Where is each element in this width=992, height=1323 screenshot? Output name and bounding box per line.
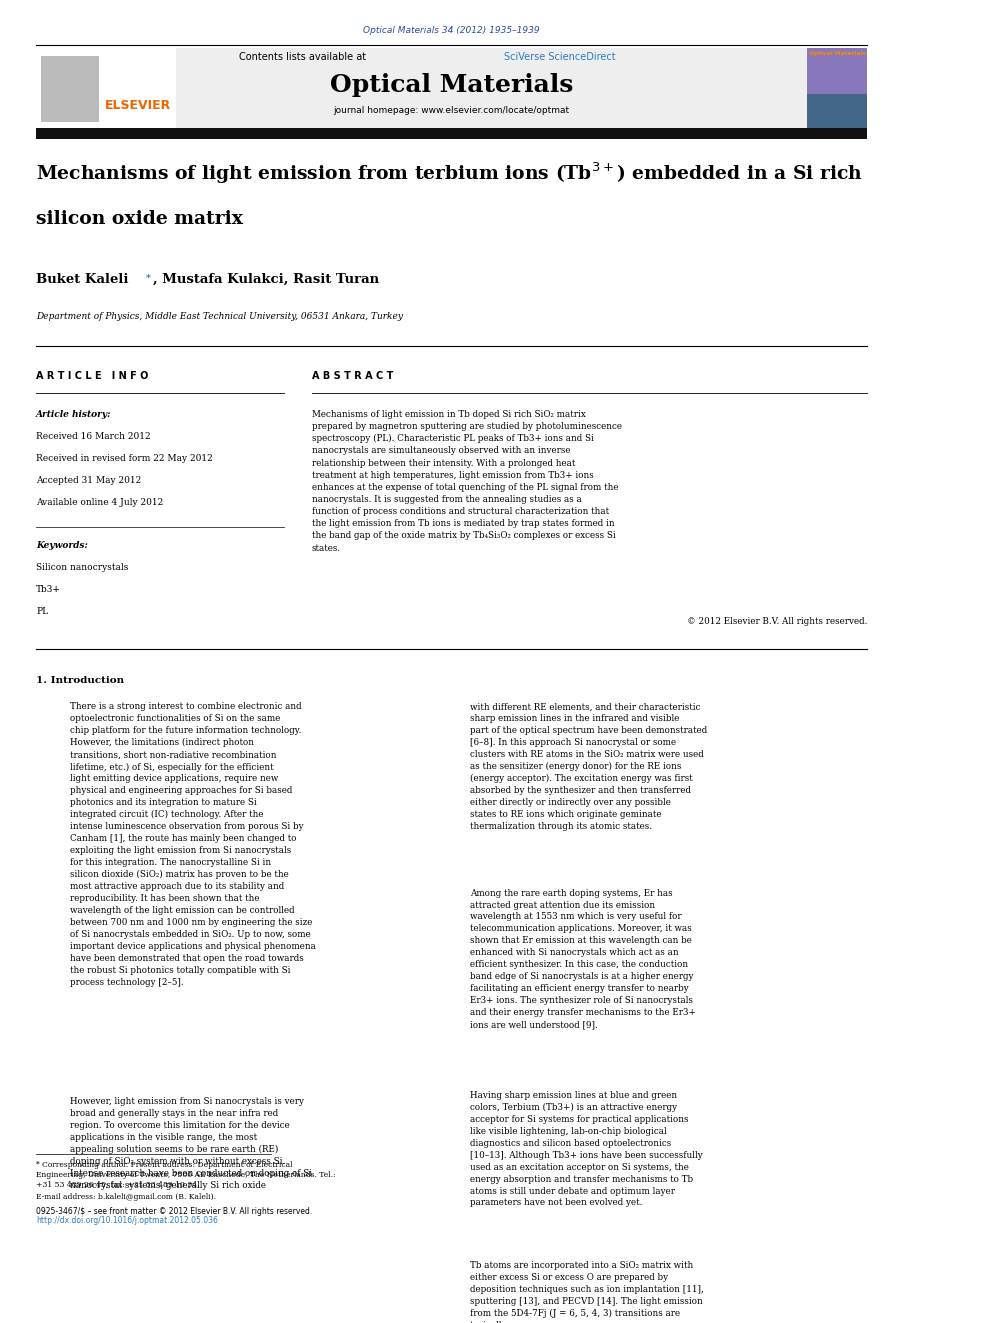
Text: * Corresponding author. Present address: Department of Electrical
Engineering, U: * Corresponding author. Present address:…	[36, 1162, 335, 1188]
Text: 0925-3467/$ – see front matter © 2012 Elsevier B.V. All rights reserved.: 0925-3467/$ – see front matter © 2012 El…	[36, 1208, 312, 1216]
Text: *: *	[146, 273, 152, 282]
Text: Received in revised form 22 May 2012: Received in revised form 22 May 2012	[36, 454, 213, 463]
Text: Optical Materials 34 (2012) 1935–1939: Optical Materials 34 (2012) 1935–1939	[363, 25, 540, 34]
FancyBboxPatch shape	[807, 48, 867, 131]
FancyBboxPatch shape	[41, 56, 99, 122]
Text: http://dx.doi.org/10.1016/j.optmat.2012.05.036: http://dx.doi.org/10.1016/j.optmat.2012.…	[36, 1216, 218, 1225]
FancyBboxPatch shape	[36, 48, 867, 131]
Text: © 2012 Elsevier B.V. All rights reserved.: © 2012 Elsevier B.V. All rights reserved…	[686, 617, 867, 626]
Text: Keywords:: Keywords:	[36, 541, 88, 550]
Text: 1. Introduction: 1. Introduction	[36, 676, 124, 684]
Text: Mechanisms of light emission from terbium ions (Tb$^{3+}$) embedded in a Si rich: Mechanisms of light emission from terbiu…	[36, 161, 863, 187]
Text: Having sharp emission lines at blue and green
colors, Terbium (Tb3+) is an attra: Having sharp emission lines at blue and …	[469, 1091, 702, 1208]
FancyBboxPatch shape	[807, 94, 867, 131]
Text: Available online 4 July 2012: Available online 4 July 2012	[36, 497, 164, 507]
Text: Tb3+: Tb3+	[36, 585, 61, 594]
Text: A B S T R A C T: A B S T R A C T	[311, 370, 393, 381]
Text: However, light emission from Si nanocrystals is very
broad and generally stays i: However, light emission from Si nanocrys…	[70, 1097, 312, 1189]
Text: Buket Kaleli: Buket Kaleli	[36, 273, 129, 286]
FancyBboxPatch shape	[36, 48, 177, 131]
Text: Optical Materials: Optical Materials	[329, 73, 573, 97]
Text: , Mustafa Kulakci, Rasit Turan: , Mustafa Kulakci, Rasit Turan	[153, 273, 379, 286]
Text: Silicon nanocrystals: Silicon nanocrystals	[36, 564, 129, 573]
Text: silicon oxide matrix: silicon oxide matrix	[36, 210, 243, 228]
Text: Contents lists available at: Contents lists available at	[239, 53, 370, 62]
Text: Accepted 31 May 2012: Accepted 31 May 2012	[36, 476, 142, 484]
Text: PL: PL	[36, 607, 49, 617]
Text: There is a strong interest to combine electronic and
optoelectronic functionalit: There is a strong interest to combine el…	[70, 703, 316, 987]
Text: Among the rare earth doping systems, Er has
attracted great attention due its em: Among the rare earth doping systems, Er …	[469, 889, 695, 1029]
Text: Article history:: Article history:	[36, 410, 112, 419]
Text: Mechanisms of light emission in Tb doped Si rich SiO₂ matrix
prepared by magnetr: Mechanisms of light emission in Tb doped…	[311, 410, 622, 553]
Text: E-mail address: b.kaleli@gmail.com (B. Kaleli).: E-mail address: b.kaleli@gmail.com (B. K…	[36, 1193, 216, 1201]
Text: with different RE elements, and their characteristic
sharp emission lines in the: with different RE elements, and their ch…	[469, 703, 707, 831]
Text: Department of Physics, Middle East Technical University, 06531 Ankara, Turkey: Department of Physics, Middle East Techn…	[36, 312, 403, 321]
Text: Tb atoms are incorporated into a SiO₂ matrix with
either excess Si or excess O a: Tb atoms are incorporated into a SiO₂ ma…	[469, 1261, 703, 1323]
Text: Optical Materials: Optical Materials	[808, 52, 866, 56]
FancyBboxPatch shape	[36, 128, 867, 139]
Text: ELSEVIER: ELSEVIER	[105, 99, 171, 112]
Text: Received 16 March 2012: Received 16 March 2012	[36, 431, 151, 441]
Text: journal homepage: www.elsevier.com/locate/optmat: journal homepage: www.elsevier.com/locat…	[333, 106, 569, 115]
Text: SciVerse ScienceDirect: SciVerse ScienceDirect	[504, 53, 615, 62]
Text: A R T I C L E   I N F O: A R T I C L E I N F O	[36, 370, 149, 381]
